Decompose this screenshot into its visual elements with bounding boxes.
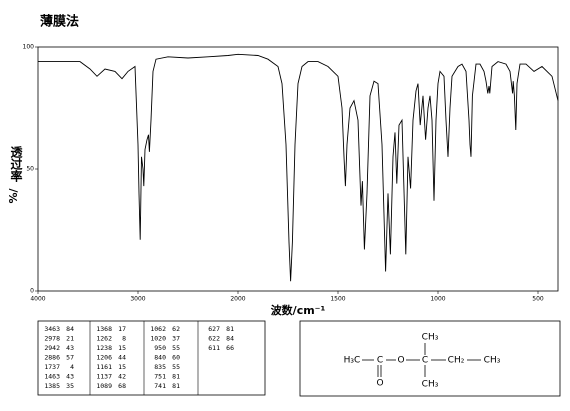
peak-wavenumber: 1206 [96,354,112,362]
structure-frame [299,320,561,397]
peak-transmittance: 15 [118,344,126,352]
peak-transmittance: 68 [118,382,126,390]
peak-wavenumber: 2978 [44,335,60,343]
peak-transmittance: 66 [226,344,234,352]
x-tick-label: 1000 [430,296,445,303]
peak-transmittance: 17 [118,325,126,333]
peak-wavenumber: 1062 [150,325,166,333]
spectrum-line [38,53,559,282]
peak-wavenumber: 2942 [44,344,60,352]
peak-wavenumber: 840 [154,354,166,362]
x-axis-label: 波数/cm⁻¹ [271,303,326,317]
peak-wavenumber: 1161 [96,363,112,371]
peak-wavenumber: 611 [208,344,220,352]
peak-wavenumber: 2886 [44,354,60,362]
peak-transmittance: 43 [66,373,74,381]
peak-wavenumber: 1089 [96,382,112,390]
peak-wavenumber: 1137 [96,373,112,381]
structure-atom: CH₃ [484,356,501,366]
peak-transmittance: 81 [226,325,234,333]
peak-wavenumber: 1238 [96,344,112,352]
structure-atom: CH₃ [422,380,439,390]
structure-atom: CH₃ [422,333,439,343]
structure-atom: H₃C [344,356,361,366]
peak-wavenumber: 3463 [44,325,60,333]
peak-transmittance: 62 [172,325,180,333]
peak-transmittance: 81 [172,382,180,390]
peak-wavenumber: 1737 [44,363,60,371]
peak-transmittance: 35 [66,382,74,390]
bonds [362,343,481,377]
structure-atom: CH₂ [448,356,465,366]
peak-transmittance: 4 [70,363,74,371]
peak-wavenumber: 751 [154,373,166,381]
y-axis-label: 透过率 [9,146,23,182]
peak-transmittance: 43 [66,344,74,352]
peak-transmittance: 21 [66,335,74,343]
peak-wavenumber: 1262 [96,335,112,343]
peak-transmittance: 57 [66,354,74,362]
peak-wavenumber: 1020 [150,335,166,343]
y-tick-label: 0 [30,288,34,295]
peak-transmittance: 84 [226,335,234,343]
peak-transmittance: 81 [172,373,180,381]
structure-atom: O [376,379,383,389]
structure-atom: C [377,356,383,366]
peak-transmittance: 55 [172,363,180,371]
peak-transmittance: 60 [172,354,180,362]
peak-wavenumber: 741 [154,382,166,390]
table-frame [37,320,266,396]
chart-title: 薄膜法 [40,14,79,30]
y-tick-label: 100 [23,44,35,51]
peak-wavenumber: 622 [208,335,220,343]
peak-wavenumber: 1368 [96,325,112,333]
peak-wavenumber: 1385 [44,382,60,390]
y-axis-unit: %/ [7,188,20,204]
peak-transmittance: 8 [122,335,126,343]
peak-transmittance: 55 [172,344,180,352]
peak-transmittance: 15 [118,363,126,371]
x-tick-label: 500 [532,296,544,303]
peak-transmittance: 37 [172,335,180,343]
peak-wavenumber: 950 [154,344,166,352]
peak-wavenumber: 1463 [44,373,60,381]
peak-transmittance: 42 [118,373,126,381]
peak-transmittance: 84 [66,325,74,333]
structure-atom: C [422,356,428,366]
structure-atom: O [397,356,404,366]
x-tick-label: 4000 [30,296,45,303]
peak-wavenumber: 835 [154,363,166,371]
x-tick-label: 1500 [330,296,345,303]
x-tick-label: 2000 [230,296,245,303]
y-tick-label: 50 [26,166,34,173]
peak-wavenumber: 627 [208,325,220,333]
peak-transmittance: 44 [118,354,126,362]
x-tick-label: 3000 [130,296,145,303]
